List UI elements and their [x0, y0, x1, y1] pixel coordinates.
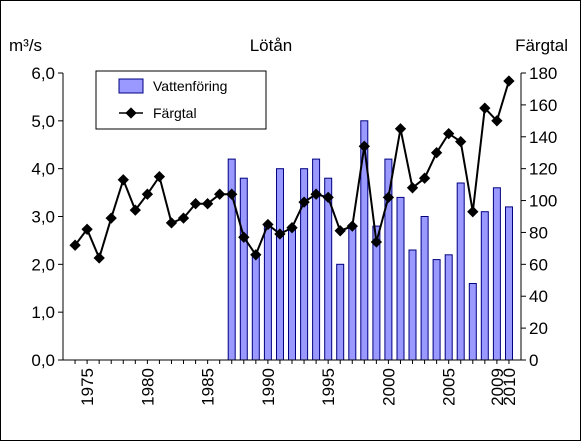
fargtal-point-1979: [129, 204, 141, 216]
fargtal-point-1980: [141, 188, 154, 200]
x-tick-label: 1990: [259, 368, 278, 406]
bar-1997: [348, 225, 357, 361]
left-tick-label: 6,0: [31, 64, 55, 83]
x-tick-label: 1985: [199, 368, 218, 406]
x-tick-label: 2009: [488, 368, 507, 406]
legend: Vattenföring Färgtal: [95, 70, 267, 130]
fargtal-point-1995: [322, 191, 334, 204]
x-tick-label: 1975: [78, 368, 97, 406]
fargtal-point-1994: [310, 188, 322, 200]
fargtal-point-1999: [370, 236, 383, 248]
bar-1996: [336, 263, 345, 361]
right-tick-label: 20: [529, 319, 548, 338]
x-tick-label: 2000: [379, 368, 398, 406]
bar-1990: [263, 225, 272, 361]
bar-1992: [288, 225, 296, 361]
axes-layer: 0,0 1,0 2,0 3,0 4,0 5,0 6,0 0 20 40 60 80 100 120 140 1…: [31, 64, 557, 406]
fargtal-point-2002: [406, 182, 419, 194]
bar-2009: [492, 187, 501, 361]
x-tick-label: 2005: [440, 368, 459, 406]
x-tick-label: 1995: [319, 368, 338, 406]
fargtal-point-1998: [358, 140, 370, 152]
right-tick-label: 180: [529, 64, 557, 83]
left-tick-label: 4,0: [31, 160, 55, 179]
left-tick-label: 3,0: [31, 208, 55, 227]
left-tick-label: 1,0: [31, 303, 55, 322]
fargtal-point-1982: [165, 217, 178, 229]
fargtal-point-1992: [286, 222, 298, 234]
fargtal-point-1983: [177, 212, 190, 224]
fargtal-point-1991: [274, 228, 286, 240]
right-tick-label: 60: [529, 255, 548, 274]
x-tick-label: 2010: [500, 368, 519, 406]
fargtal-point-2003: [418, 172, 431, 184]
bar-1988: [239, 177, 248, 361]
fargtal-point-1987: [226, 188, 238, 200]
right-tick-label: 160: [529, 96, 557, 115]
bar-2001: [396, 196, 405, 361]
bar-2004: [432, 259, 441, 361]
chart-title: Lötån: [250, 36, 293, 55]
fargtal-point-1986: [214, 188, 226, 200]
fargtal-point-1981: [153, 170, 166, 183]
left-tick-label: 0,0: [31, 351, 55, 370]
fargtal-point-1993: [298, 196, 310, 208]
fargtal-point-1988: [238, 231, 250, 243]
bar-2003: [420, 216, 429, 361]
left-tick-label: 2,0: [31, 255, 55, 274]
bar-2010: [505, 206, 513, 361]
legend-bar-swatch: [118, 78, 144, 94]
fargtal-point-1989: [250, 249, 262, 261]
right-axis-label: Färgtal: [515, 36, 568, 55]
fargtal-point-1997: [346, 220, 358, 232]
bar-2006: [456, 182, 465, 361]
left-tick-label: 5,0: [31, 112, 55, 131]
right-tick-label: 40: [529, 287, 548, 306]
legend-line-label: Färgtal: [153, 105, 197, 121]
legend-bar-label: Vattenföring: [153, 78, 227, 94]
fargtal-point-1990: [262, 218, 274, 231]
right-tick-label: 120: [529, 160, 557, 179]
fargtal-point-2006: [455, 135, 467, 148]
right-tick-label: 140: [529, 128, 557, 147]
right-tick-label: 0: [529, 351, 538, 370]
fargtal-point-2004: [430, 147, 443, 159]
fargtal-point-2007: [467, 206, 479, 218]
right-tick-label: 100: [529, 192, 557, 211]
bar-2008: [480, 211, 489, 361]
bar-1991: [276, 168, 284, 361]
bar-2002: [408, 249, 417, 361]
left-axis-label: m³/s: [9, 36, 42, 55]
bar-1989: [251, 254, 260, 361]
right-tick-label: 80: [529, 223, 548, 242]
bar-2007: [468, 283, 477, 361]
fargtal-point-2005: [443, 127, 455, 140]
x-tick-label: 1980: [138, 368, 157, 406]
bar-2005: [444, 254, 453, 361]
fargtal-point-1984: [189, 198, 202, 210]
fargtal-point-2000: [382, 191, 395, 204]
fargtal-point-1996: [334, 225, 346, 237]
fargtal-point-1985: [201, 198, 214, 210]
